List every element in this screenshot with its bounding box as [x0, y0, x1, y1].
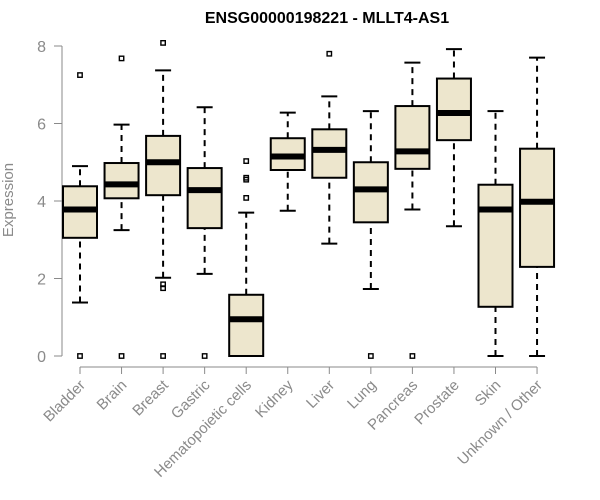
iqr-box — [435, 77, 472, 142]
outlier-point — [160, 281, 166, 288]
box-lung — [352, 110, 389, 359]
outlier-point — [77, 353, 83, 359]
iqr-box — [477, 183, 514, 308]
x-category-label: Breast — [129, 376, 172, 419]
box-prostate — [435, 48, 472, 228]
outlier-point — [243, 194, 250, 201]
iqr-box — [519, 147, 556, 268]
iqr-box — [103, 162, 140, 200]
outlier-point — [118, 55, 125, 62]
box-breast — [145, 40, 182, 359]
box-pancreas — [394, 61, 431, 359]
iqr-box — [311, 128, 348, 179]
boxes-group — [62, 40, 556, 359]
box-bladder — [62, 72, 98, 359]
box-skin — [477, 110, 514, 357]
outlier-point — [77, 72, 83, 78]
box-kidney — [269, 111, 306, 212]
y-tick-label: 0 — [37, 349, 46, 366]
y-tick-label: 6 — [37, 117, 46, 134]
x-category-label: Liver — [303, 377, 338, 412]
y-axis: 0 2 4 6 8 — [37, 39, 63, 366]
x-category-label: Kidney — [252, 376, 297, 421]
iqr-box — [394, 105, 431, 170]
outlier-point — [243, 158, 250, 164]
outlier-point — [409, 353, 416, 359]
y-tick-label: 8 — [37, 39, 46, 56]
y-tick-label: 2 — [37, 272, 46, 289]
box-unknown-other — [519, 56, 556, 357]
x-category-label: Skin — [472, 377, 505, 410]
iqr-box — [145, 134, 182, 197]
iqr-box — [228, 293, 265, 357]
y-axis-label: Expression — [0, 163, 17, 237]
box-liver — [311, 50, 348, 245]
outlier-point — [118, 353, 125, 359]
box-brain — [103, 55, 140, 359]
x-category-label: Brain — [94, 377, 131, 414]
outlier-point — [367, 353, 374, 359]
outlier-point — [326, 50, 333, 57]
outlier-point — [243, 174, 250, 181]
x-category-label: Bladder — [40, 377, 89, 426]
outlier-point — [160, 353, 166, 359]
y-tick-label: 4 — [37, 194, 46, 211]
x-category-label: Prostate — [411, 377, 463, 429]
box-gastric — [186, 106, 223, 359]
iqr-box — [186, 167, 223, 230]
x-category-label: Lung — [344, 377, 380, 413]
chart-title: ENSG00000198221 - MLLT4-AS1 — [205, 10, 449, 27]
box-hematopoietic-cells — [228, 158, 265, 357]
outlier-point — [201, 353, 208, 359]
outlier-point — [160, 40, 166, 46]
